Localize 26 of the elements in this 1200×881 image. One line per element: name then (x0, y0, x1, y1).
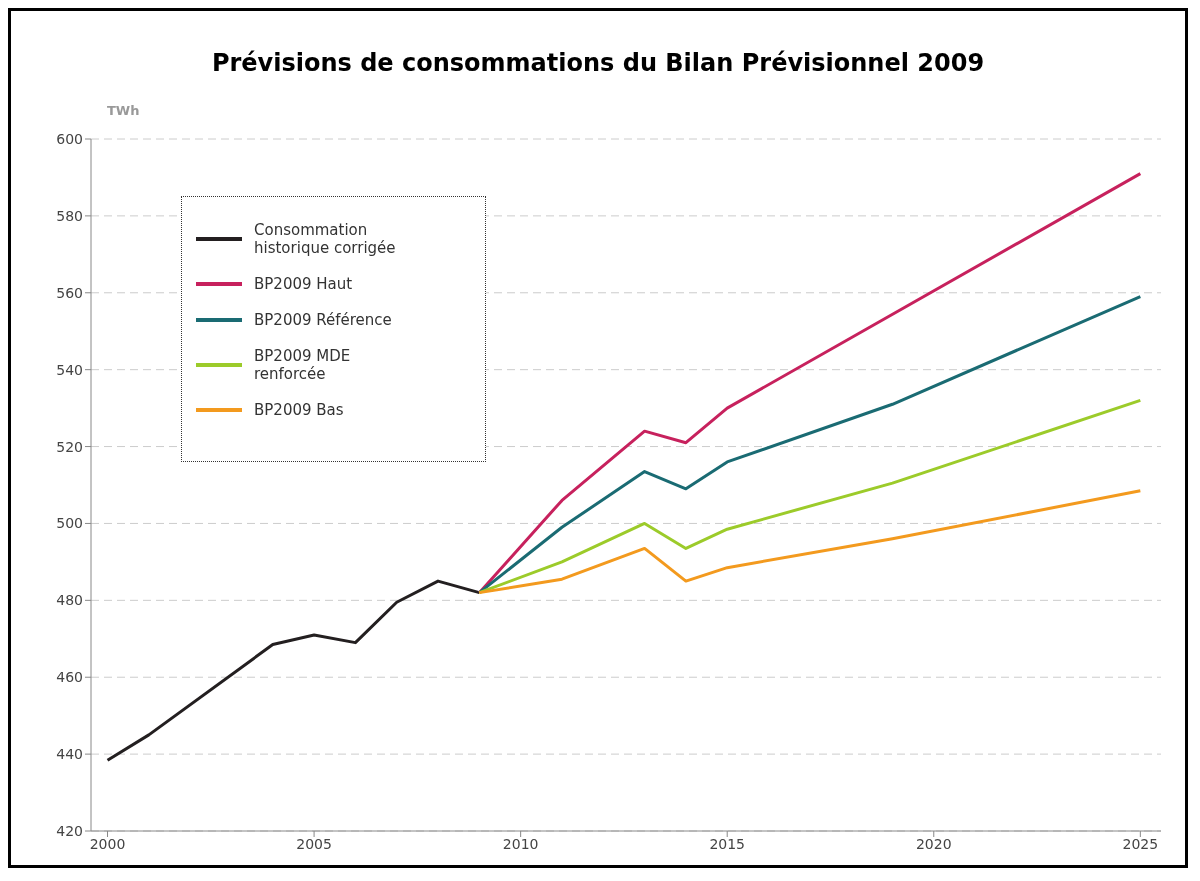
legend-label: BP2009 Bas (254, 401, 344, 419)
x-tick-label: 2015 (709, 835, 746, 852)
legend-label: Consommation historique corrigée (254, 221, 397, 257)
chart-title: Prévisions de consommations du Bilan Prévisionnel 2009 (210, 49, 986, 77)
line-series (477, 489, 1142, 595)
legend-label: BP2009 Haut (254, 275, 353, 293)
line-series (106, 579, 481, 762)
y-tick-label: 520 (56, 438, 83, 455)
y-tick-label: 500 (56, 515, 83, 532)
x-tick-label: 2025 (1122, 835, 1159, 852)
x-tick-label: 2005 (296, 835, 332, 852)
legend-label: BP2009 Référence (254, 311, 392, 329)
y-tick-label: 420 (56, 822, 83, 839)
y-tick-label: 580 (56, 207, 83, 224)
y-tick-label: 600 (56, 130, 83, 147)
line-series (477, 295, 1142, 595)
y-tick-label: 460 (56, 669, 83, 686)
y-tick-label: 560 (56, 284, 83, 301)
x-tick-label: 2000 (89, 835, 126, 852)
x-tick-label: 2010 (502, 835, 539, 852)
y-tick-label: 480 (56, 592, 83, 609)
y-tick-label: 440 (56, 746, 83, 763)
y-axis-title: TWh (107, 103, 140, 118)
y-tick-label: 540 (56, 361, 83, 378)
legend-label: BP2009 MDE renforcée (254, 347, 352, 383)
x-tick-label: 2020 (915, 835, 952, 852)
